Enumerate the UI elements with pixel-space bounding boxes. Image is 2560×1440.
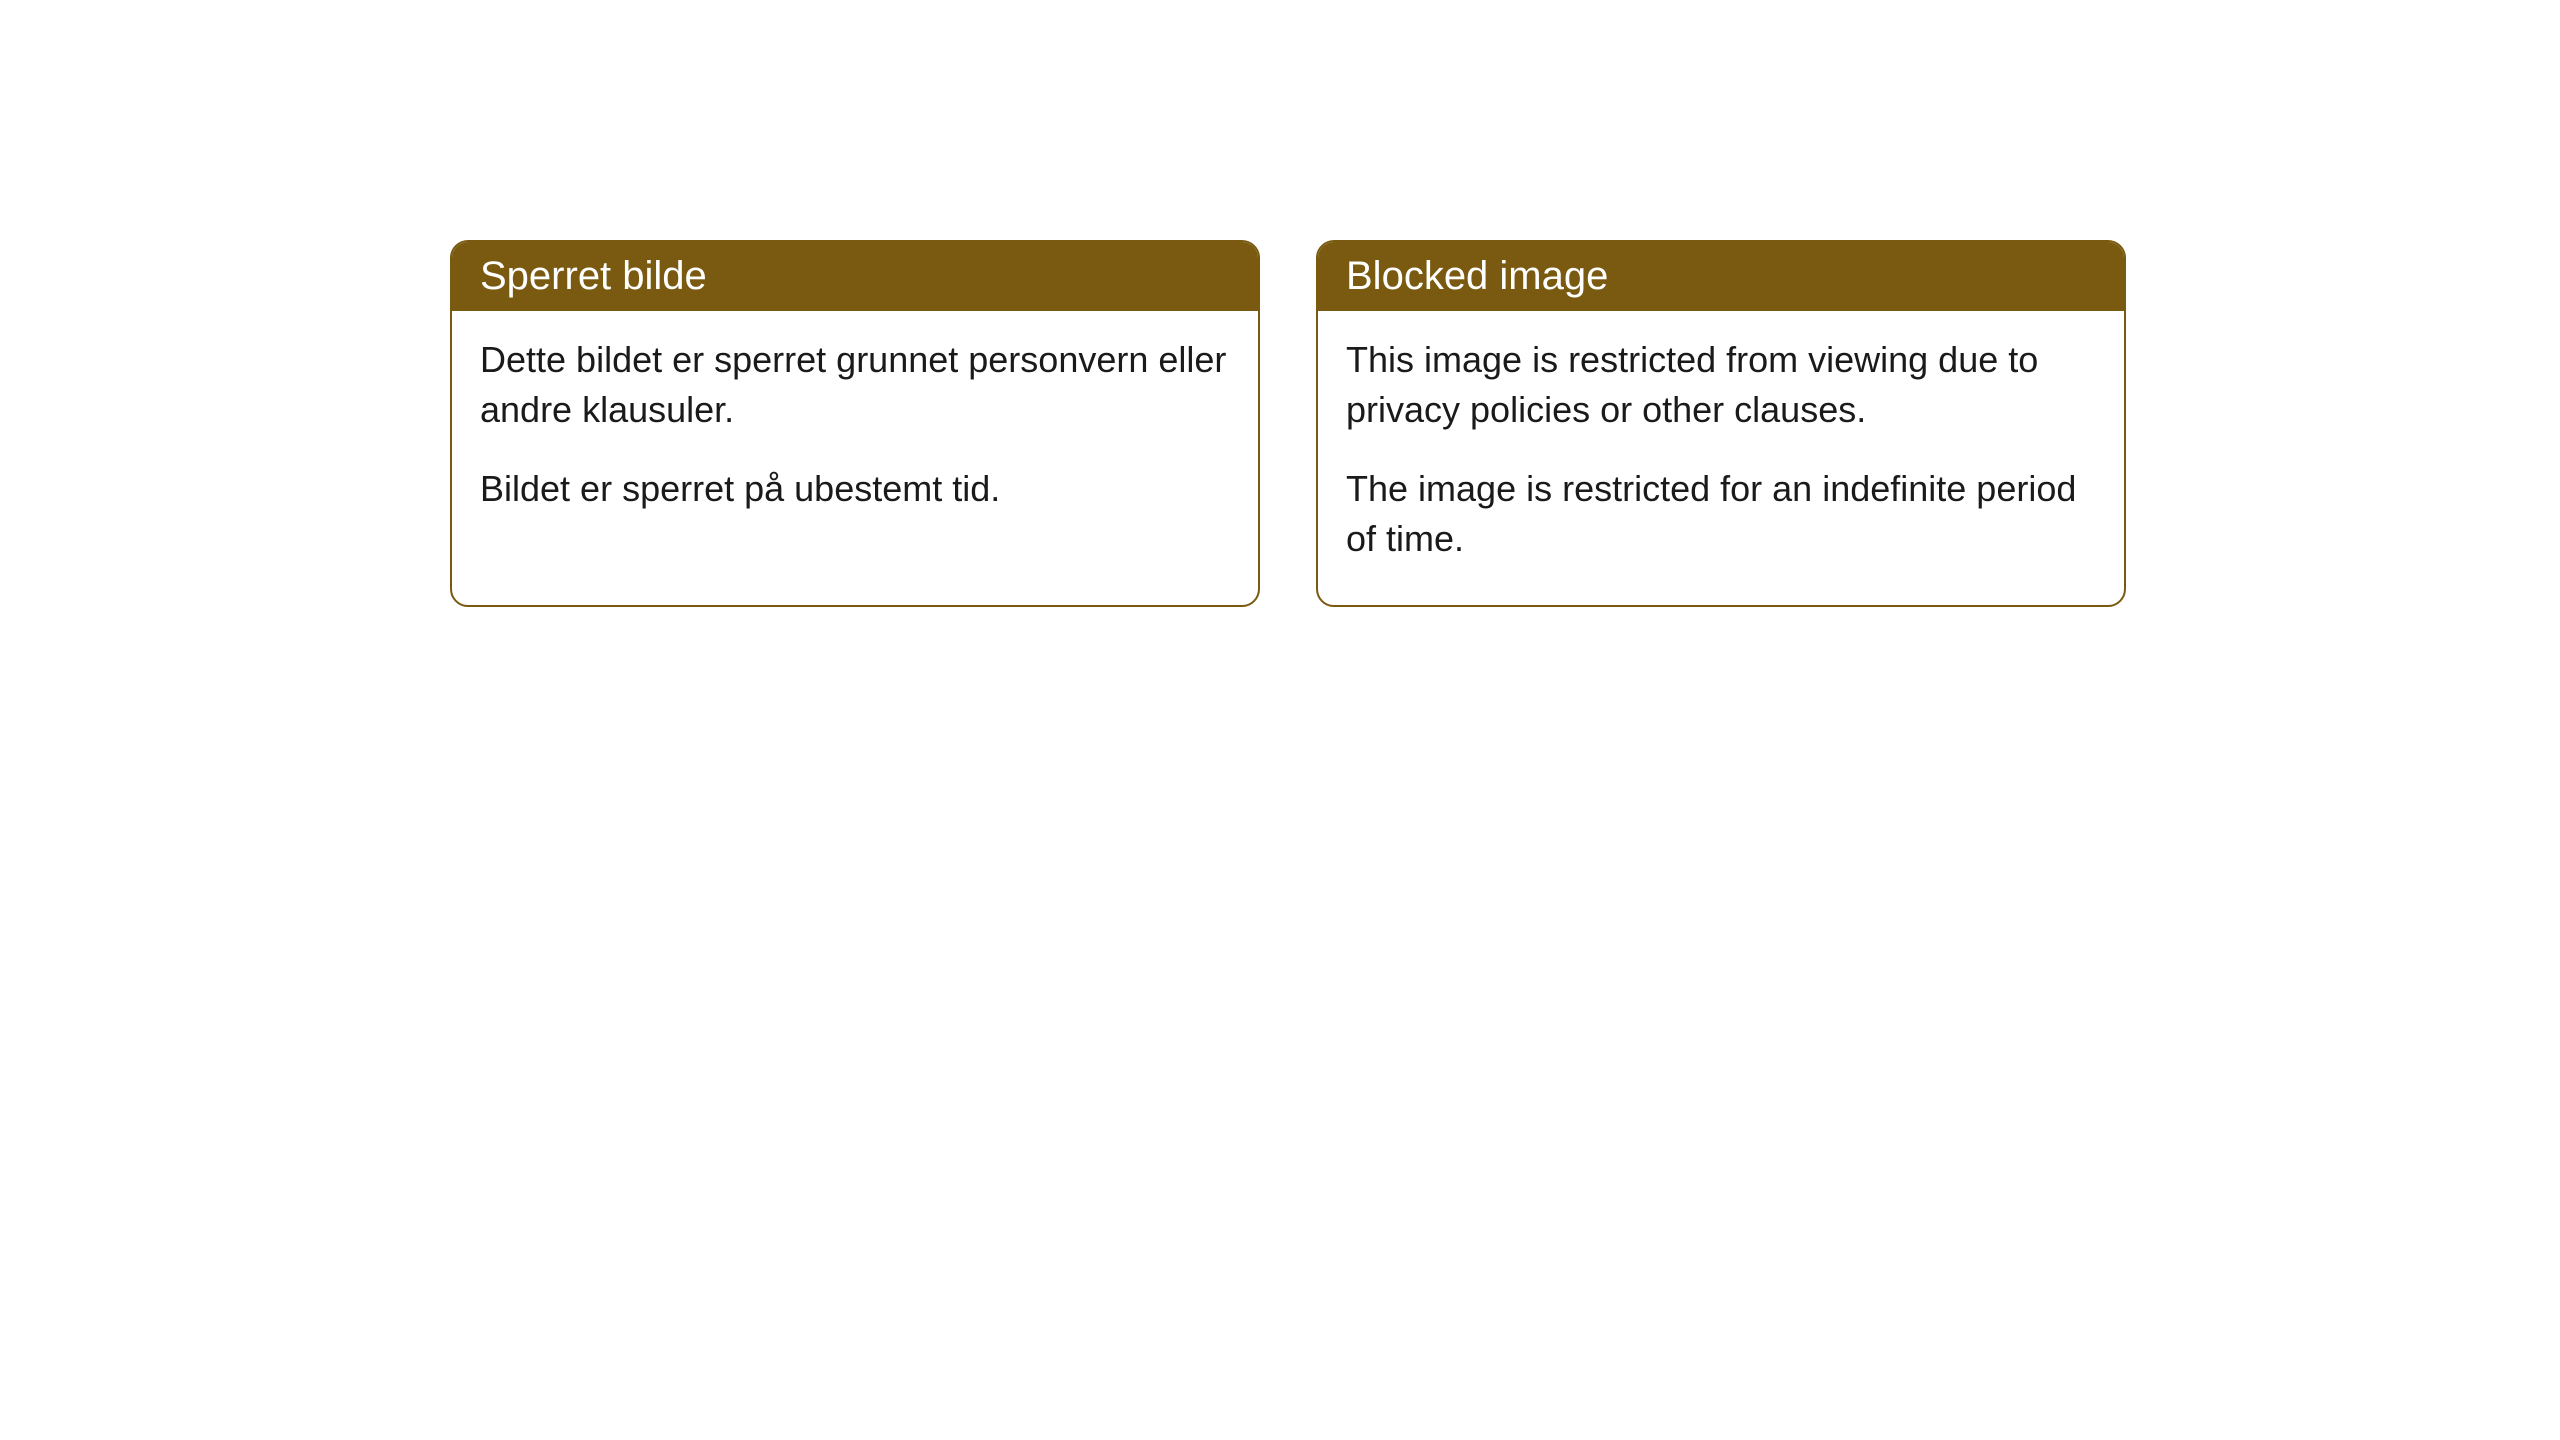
card-english-body: This image is restricted from viewing du…	[1318, 311, 2124, 605]
cards-container: Sperret bilde Dette bildet er sperret gr…	[450, 240, 2560, 607]
card-norwegian: Sperret bilde Dette bildet er sperret gr…	[450, 240, 1260, 607]
card-english-paragraph-1: This image is restricted from viewing du…	[1346, 335, 2096, 436]
card-norwegian-title: Sperret bilde	[452, 242, 1258, 311]
card-norwegian-paragraph-2: Bildet er sperret på ubestemt tid.	[480, 464, 1230, 514]
card-norwegian-paragraph-1: Dette bildet er sperret grunnet personve…	[480, 335, 1230, 436]
card-english-paragraph-2: The image is restricted for an indefinit…	[1346, 464, 2096, 565]
card-norwegian-body: Dette bildet er sperret grunnet personve…	[452, 311, 1258, 554]
card-english: Blocked image This image is restricted f…	[1316, 240, 2126, 607]
card-english-title: Blocked image	[1318, 242, 2124, 311]
